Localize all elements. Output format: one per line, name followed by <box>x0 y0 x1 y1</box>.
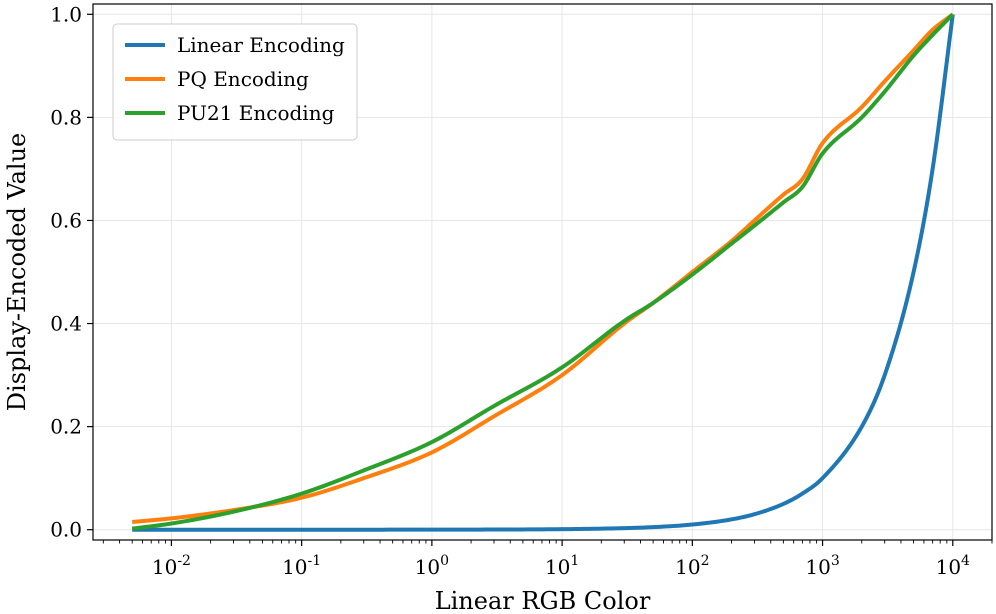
y-tick-label: 0.4 <box>50 312 82 336</box>
x-tick-label: 102 <box>675 553 709 579</box>
axis-ticks: 10-2 10-1 100 101 102 103 104 0.0 0.2 0.4 0.6 0.8 1.… <box>50 2 993 579</box>
x-tick-label: 10-2 <box>152 553 191 579</box>
x-tick-label: 100 <box>415 553 449 579</box>
y-tick-label: 0.2 <box>50 415 82 439</box>
legend-label-pq-encoding: PQ Encoding <box>177 67 309 91</box>
y-tick-label: 1.0 <box>50 2 82 26</box>
series-lines <box>131 12 955 532</box>
series-line-linear-encoding <box>132 14 955 532</box>
series-line-pq-encoding <box>132 12 955 524</box>
x-tick-label: 10-1 <box>282 553 321 579</box>
x-tick-label: 104 <box>936 553 970 579</box>
series-line-pu21-encoding <box>131 12 955 531</box>
y-tick-label: 0.6 <box>50 208 82 232</box>
y-tick-label: 0.8 <box>50 105 82 129</box>
x-tick-label: 103 <box>805 553 839 579</box>
plot-frame <box>92 3 993 541</box>
x-axis-title: Linear RGB Color <box>435 587 651 614</box>
legend-box <box>112 23 358 141</box>
legend-label-linear-encoding: Linear Encoding <box>177 33 345 57</box>
x-tick-label: 101 <box>545 553 579 579</box>
legend: Linear Encoding PQ Encoding PU21 Encoding <box>112 23 358 141</box>
y-tick-label: 0.0 <box>50 518 82 542</box>
y-axis-title: Display-Encoded Value <box>3 133 31 411</box>
legend-label-pu21-encoding: PU21 Encoding <box>177 101 335 125</box>
